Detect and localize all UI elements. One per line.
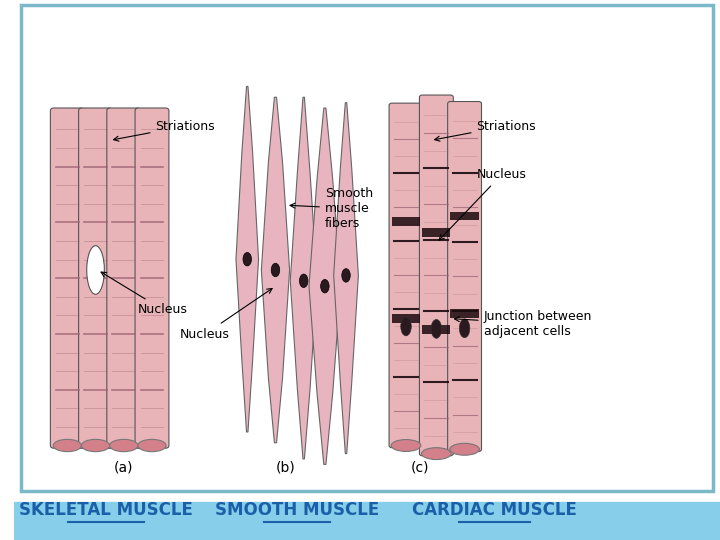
Ellipse shape — [81, 440, 109, 451]
Bar — [392, 217, 420, 226]
Polygon shape — [333, 103, 359, 454]
Text: Smooth
muscle
fibers: Smooth muscle fibers — [290, 187, 373, 230]
Polygon shape — [261, 97, 289, 443]
Text: (a): (a) — [114, 460, 133, 474]
Text: (b): (b) — [276, 460, 296, 474]
Ellipse shape — [391, 440, 420, 451]
Ellipse shape — [450, 443, 480, 455]
Bar — [422, 228, 451, 237]
Text: Nucleus: Nucleus — [180, 288, 272, 341]
FancyBboxPatch shape — [448, 102, 482, 451]
Ellipse shape — [300, 274, 308, 287]
Ellipse shape — [243, 252, 251, 266]
Text: Nucleus: Nucleus — [101, 272, 188, 316]
Text: SMOOTH MUSCLE: SMOOTH MUSCLE — [215, 501, 379, 519]
FancyBboxPatch shape — [22, 5, 713, 491]
Bar — [14, 502, 720, 540]
Ellipse shape — [138, 440, 166, 451]
FancyBboxPatch shape — [420, 95, 454, 456]
Bar — [451, 212, 479, 220]
Text: SKELETAL MUSCLE: SKELETAL MUSCLE — [19, 501, 193, 519]
FancyBboxPatch shape — [78, 108, 112, 448]
FancyBboxPatch shape — [50, 108, 84, 448]
Bar — [451, 309, 479, 318]
Ellipse shape — [342, 268, 350, 282]
Text: Striations: Striations — [435, 119, 536, 141]
Ellipse shape — [459, 319, 470, 338]
FancyBboxPatch shape — [107, 108, 140, 448]
Text: (c): (c) — [411, 460, 429, 474]
Ellipse shape — [421, 448, 451, 460]
Text: Junction between
adjacent cells: Junction between adjacent cells — [454, 310, 592, 338]
Polygon shape — [290, 97, 317, 459]
Ellipse shape — [320, 280, 329, 293]
FancyBboxPatch shape — [135, 108, 169, 448]
Ellipse shape — [86, 246, 104, 294]
Ellipse shape — [271, 263, 279, 276]
Ellipse shape — [109, 440, 138, 451]
Polygon shape — [309, 108, 341, 464]
Ellipse shape — [53, 440, 81, 451]
Polygon shape — [236, 86, 258, 432]
FancyBboxPatch shape — [389, 103, 423, 448]
Ellipse shape — [401, 317, 411, 336]
Ellipse shape — [431, 319, 441, 338]
Text: CARDIAC MUSCLE: CARDIAC MUSCLE — [412, 501, 577, 519]
Bar — [422, 325, 451, 334]
Text: Striations: Striations — [114, 119, 215, 141]
Text: Nucleus: Nucleus — [439, 168, 526, 240]
Bar — [392, 314, 420, 323]
